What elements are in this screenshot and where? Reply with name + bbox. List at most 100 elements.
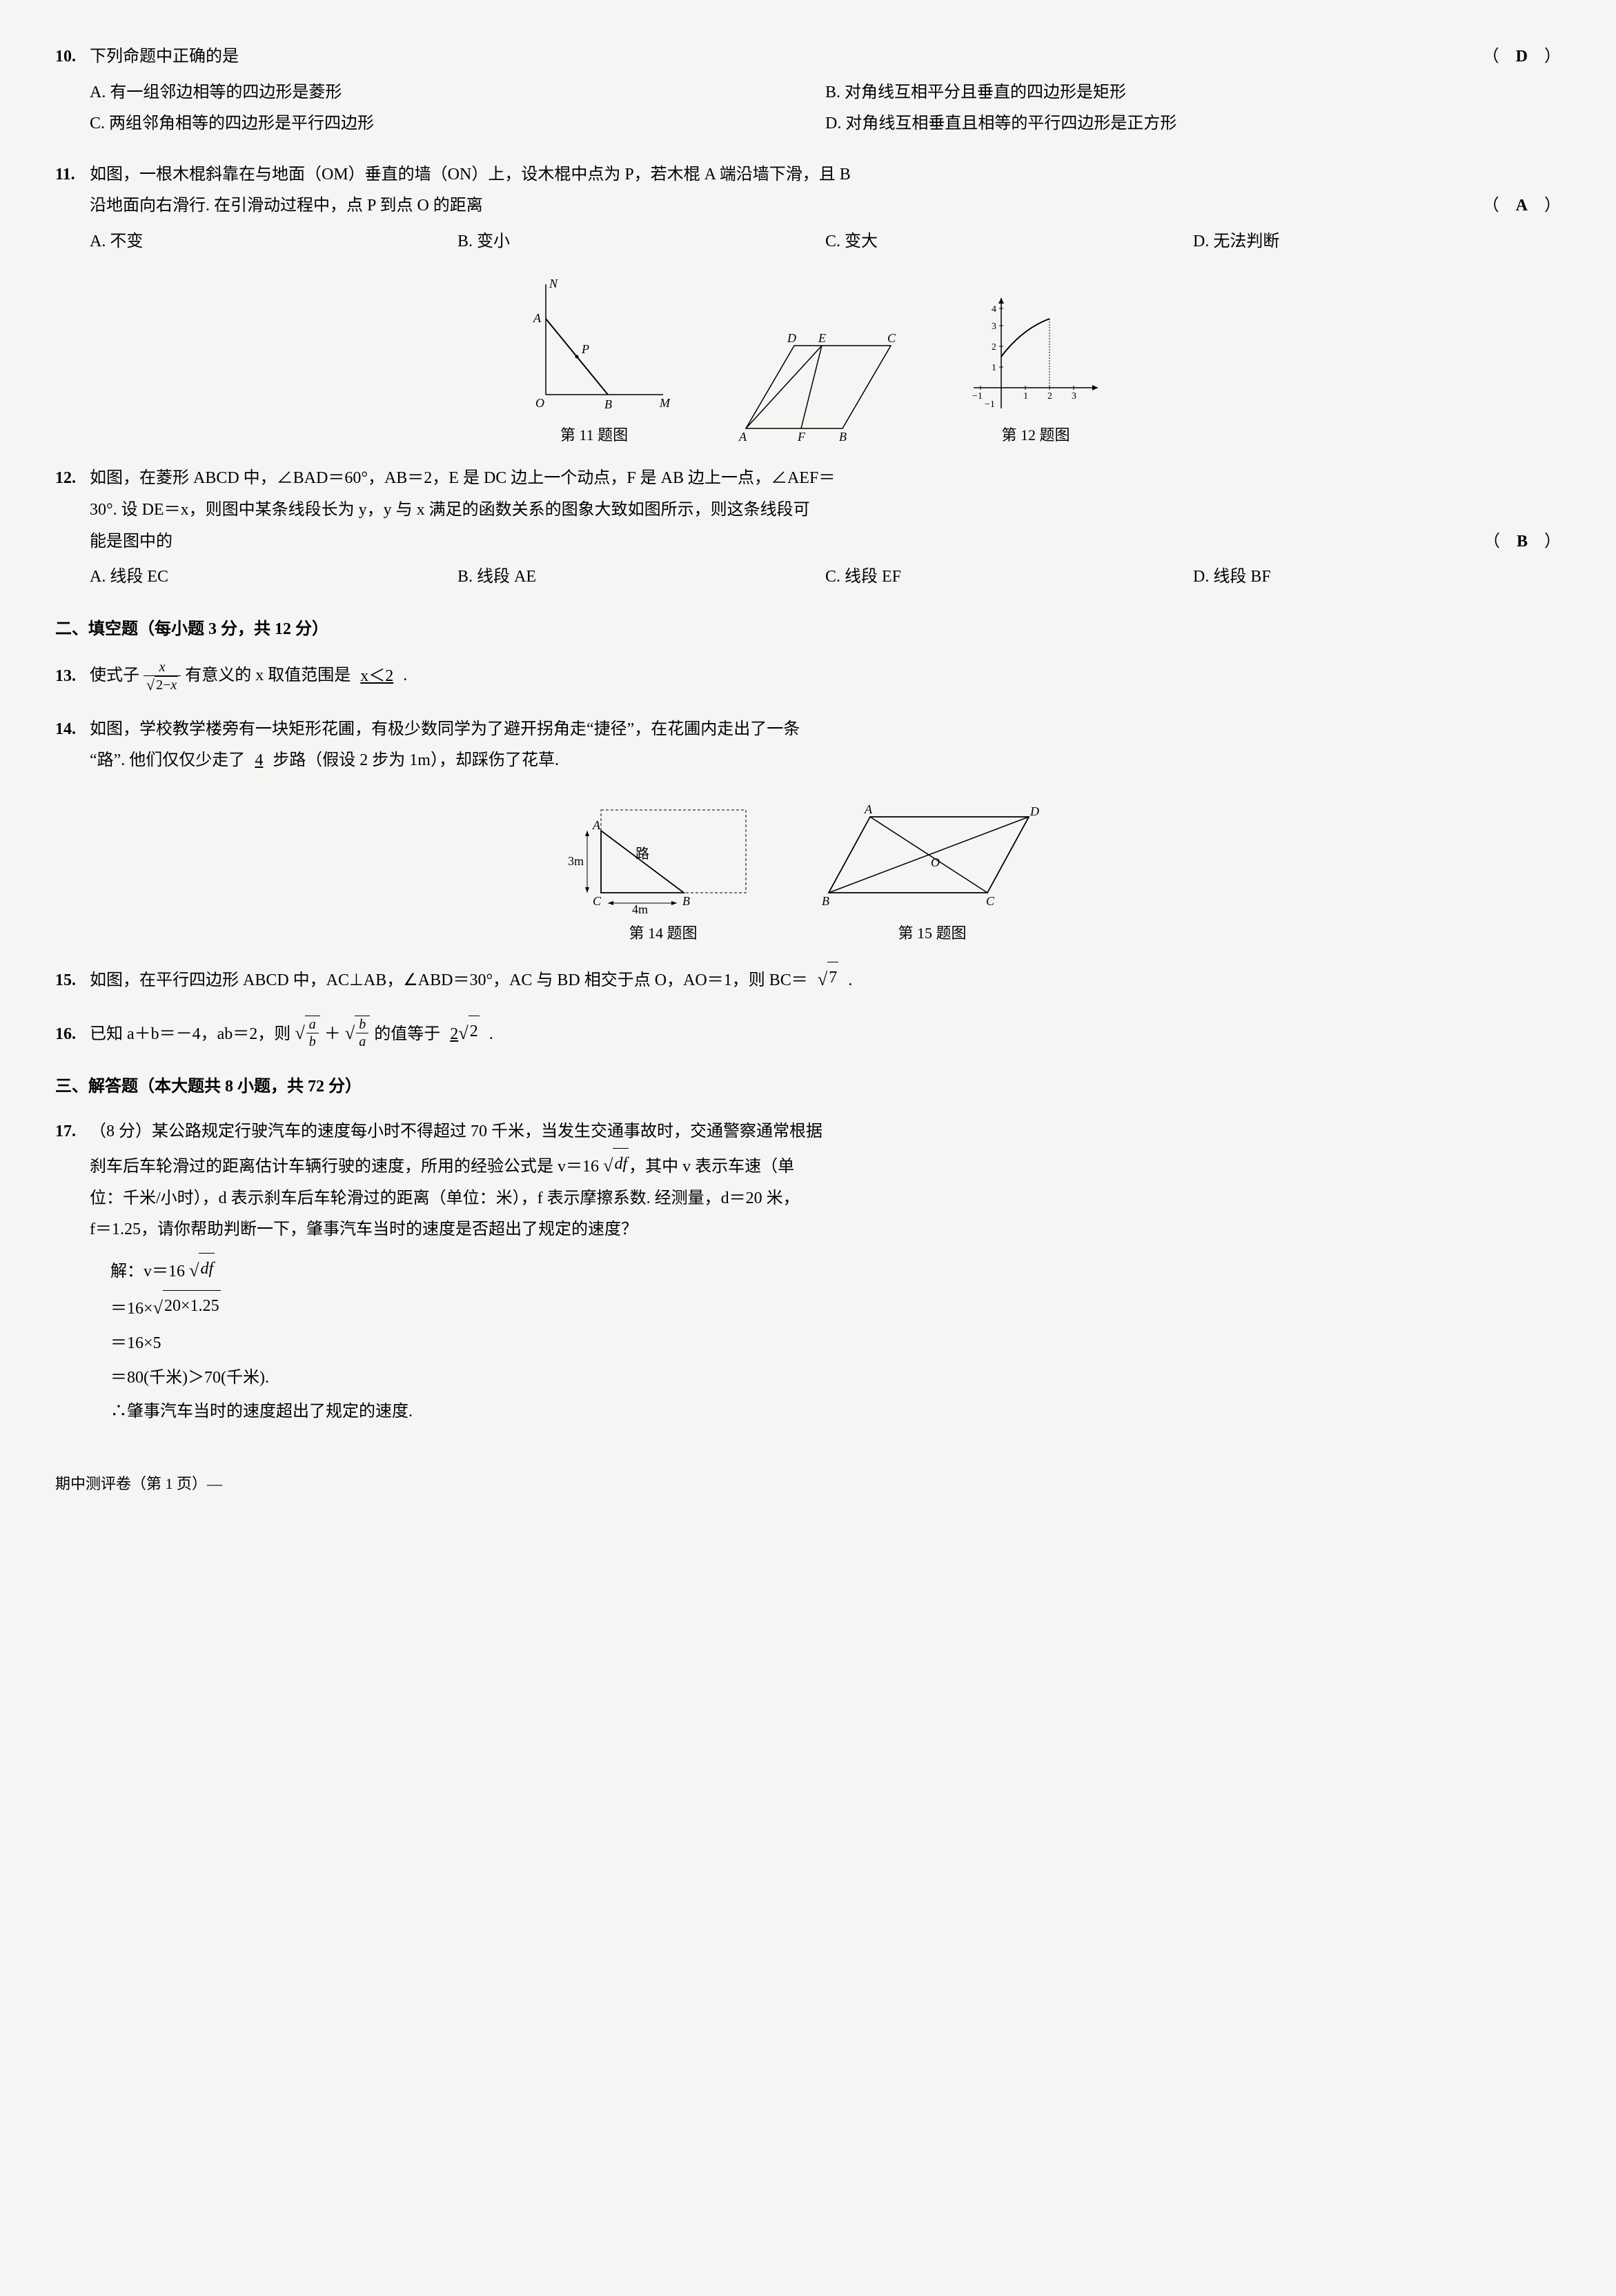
q16-answer: 2√2: [444, 1016, 484, 1051]
svg-text:N: N: [549, 277, 558, 290]
svg-text:A: A: [864, 803, 873, 816]
q16-stem: 已知 a＋b＝－4，ab＝2，则 √ab ＋ √ba 的值等于 2√2 .: [90, 1016, 1561, 1051]
q11-option-b: B. 变小: [457, 226, 825, 258]
figure-14: A C B 路 3m 4m 第 14 题图: [566, 796, 760, 948]
svg-text:C: C: [593, 894, 602, 908]
svg-text:D: D: [1029, 804, 1039, 818]
svg-text:−1: −1: [985, 399, 995, 410]
q10-number: 10.: [55, 41, 90, 73]
figure-12b: 1 2 3 4 1 2 3 −1 −1 第 12 题图: [967, 291, 1105, 450]
question-10: 10. 下列命题中正确的是 （ D ） A. 有一组邻边相等的四边形是菱形 B.…: [55, 41, 1561, 140]
svg-text:3m: 3m: [568, 854, 584, 868]
q16-number: 16.: [55, 1019, 90, 1051]
svg-text:B: B: [682, 894, 690, 908]
q11-option-c: C. 变大: [825, 226, 1193, 258]
q17-number: 17.: [55, 1116, 90, 1148]
svg-text:2: 2: [992, 342, 996, 353]
q17-stem-4: f＝1.25，请你帮助判断一下，肇事汽车当时的速度是否超出了规定的速度？: [90, 1214, 1561, 1246]
q13-answer: x＜2: [355, 661, 399, 693]
figure-11: N A P O B M 第 11 题图: [511, 277, 677, 450]
svg-text:E: E: [818, 331, 826, 345]
fig15-caption: 第 15 题图: [815, 919, 1050, 948]
question-15: 15. 如图，在平行四边形 ABCD 中，AC⊥AB，∠ABD＝30°，AC 与…: [55, 962, 1561, 997]
svg-text:B: B: [839, 430, 847, 444]
q14-answer: 4: [249, 745, 268, 777]
svg-text:F: F: [797, 430, 806, 444]
q12-stem-3: 能是图中的: [90, 526, 1470, 558]
q13-number: 13.: [55, 661, 90, 693]
svg-text:O: O: [931, 855, 940, 869]
svg-text:2: 2: [1047, 391, 1052, 402]
svg-text:−1: −1: [972, 391, 983, 402]
question-12: 12. 如图，在菱形 ABCD 中，∠BAD＝60°，AB＝2，E 是 DC 边…: [55, 463, 1561, 593]
q11-stem-2: 沿地面向右滑行. 在引滑动过程中，点 P 到点 O 的距离: [90, 190, 1469, 222]
q12-stem-1: 如图，在菱形 ABCD 中，∠BAD＝60°，AB＝2，E 是 DC 边上一个动…: [90, 463, 1561, 495]
svg-text:3: 3: [992, 321, 996, 332]
fig14-caption: 第 14 题图: [566, 919, 760, 948]
q15-number: 15.: [55, 965, 90, 997]
svg-text:O: O: [535, 396, 544, 410]
q10-option-c: C. 两组邻角相等的四边形是平行四边形: [90, 108, 825, 140]
q11-option-a: A. 不变: [90, 226, 457, 258]
svg-text:A: A: [592, 818, 601, 832]
page-footer: 期中测评卷（第 1 页）—: [55, 1469, 1561, 1498]
q14-number: 14.: [55, 714, 90, 746]
q10-answer: （ D ）: [1483, 41, 1561, 73]
section-2-heading: 二、填空题（每小题 3 分，共 12 分）: [55, 614, 1561, 646]
figures-14-15: A C B 路 3m 4m 第 14 题图 A D B C O 第 15 题图: [55, 796, 1561, 948]
sqrt-icon: √ba: [345, 1016, 370, 1050]
svg-text:A: A: [533, 311, 542, 325]
q12-stem-2: 30°. 设 DE＝x，则图中某条线段长为 y，y 与 x 满足的函数关系的图象…: [90, 495, 1561, 526]
q12-option-d: D. 线段 BF: [1193, 562, 1561, 593]
q17-sol-2: ＝16×√20×1.25: [110, 1290, 1561, 1325]
q11-option-d: D. 无法判断: [1193, 226, 1561, 258]
q11-number: 11.: [55, 159, 90, 191]
svg-text:4m: 4m: [632, 902, 648, 913]
q12-option-b: B. 线段 AE: [457, 562, 825, 593]
svg-text:4: 4: [992, 304, 996, 315]
svg-text:C: C: [887, 331, 896, 345]
q17-stem-3: 位：千米/小时），d 表示刹车后车轮滑过的距离（单位：米），f 表示摩擦系数. …: [90, 1183, 1561, 1215]
q10-option-d: D. 对角线互相垂直且相等的平行四边形是正方形: [825, 108, 1561, 140]
q12-option-c: C. 线段 EF: [825, 562, 1193, 593]
q14-stem-2: “路”. 他们仅仅少走了 4 步路（假设 2 步为 1m），却踩伤了花草.: [90, 745, 1561, 777]
q17-solution: 解：v＝16 √df ＝16×√20×1.25 ＝16×5 ＝80(千米)＞70…: [110, 1253, 1561, 1428]
svg-text:B: B: [604, 397, 612, 411]
sqrt-icon: √ab: [295, 1016, 319, 1050]
q10-stem: 下列命题中正确的是: [90, 41, 1469, 73]
fig11-caption: 第 11 题图: [511, 421, 677, 450]
fig12-caption: 第 12 题图: [967, 421, 1105, 450]
q17-sol-1: 解：v＝16 √df: [110, 1253, 1561, 1288]
question-13: 13. 使式子 x √2−x 有意义的 x 取值范围是 x＜2 .: [55, 659, 1561, 694]
question-14: 14. 如图，学校教学楼旁有一块矩形花圃，有极少数同学为了避开拐角走“捷径”，在…: [55, 714, 1561, 777]
q17-stem-2: 刹车后车轮滑过的距离估计车辆行驶的速度，所用的经验公式是 v＝16 √df，其中…: [90, 1148, 1561, 1183]
svg-text:P: P: [581, 342, 589, 356]
figure-15: A D B C O 第 15 题图: [815, 803, 1050, 948]
q14-stem-1: 如图，学校教学楼旁有一块矩形花圃，有极少数同学为了避开拐角走“捷径”，在花圃内走…: [90, 714, 1561, 746]
q11-stem-1: 如图，一根木棍斜靠在与地面（OM）垂直的墙（ON）上，设木棍中点为 P，若木棍 …: [90, 159, 1561, 191]
q17-sol-4: ＝80(千米)＞70(千米).: [110, 1363, 1561, 1394]
svg-text:路: 路: [635, 846, 649, 862]
q10-option-a: A. 有一组邻边相等的四边形是菱形: [90, 77, 825, 109]
svg-text:1: 1: [992, 363, 996, 373]
figure-12a: A F B C E D: [732, 325, 912, 449]
q12-option-a: A. 线段 EC: [90, 562, 457, 593]
section-3-heading: 三、解答题（本大题共 8 小题，共 72 分）: [55, 1071, 1561, 1103]
svg-text:M: M: [659, 396, 671, 410]
q12-number: 12.: [55, 463, 90, 495]
q15-stem: 如图，在平行四边形 ABCD 中，AC⊥AB，∠ABD＝30°，AC 与 BD …: [90, 962, 1561, 997]
q11-answer: （ A ）: [1483, 190, 1561, 222]
q13-stem: 使式子 x √2−x 有意义的 x 取值范围是 x＜2 .: [90, 659, 1561, 694]
fraction-icon: x √2−x: [144, 659, 181, 694]
svg-text:1: 1: [1023, 391, 1028, 402]
svg-text:C: C: [986, 894, 995, 908]
svg-text:D: D: [787, 331, 796, 345]
q10-option-b: B. 对角线互相平分且垂直的四边形是矩形: [825, 77, 1561, 109]
q12-answer: （ B ）: [1484, 526, 1561, 558]
svg-text:A: A: [738, 430, 747, 444]
svg-text:B: B: [822, 894, 829, 908]
question-16: 16. 已知 a＋b＝－4，ab＝2，则 √ab ＋ √ba 的值等于 2√2 …: [55, 1016, 1561, 1051]
question-11: 11. 如图，一根木棍斜靠在与地面（OM）垂直的墙（ON）上，设木棍中点为 P，…: [55, 159, 1561, 258]
q17-sol-5: ∴肇事汽车当时的速度超出了规定的速度.: [110, 1396, 1561, 1428]
figures-11-12: N A P O B M 第 11 题图 A F B C E D: [55, 277, 1561, 450]
